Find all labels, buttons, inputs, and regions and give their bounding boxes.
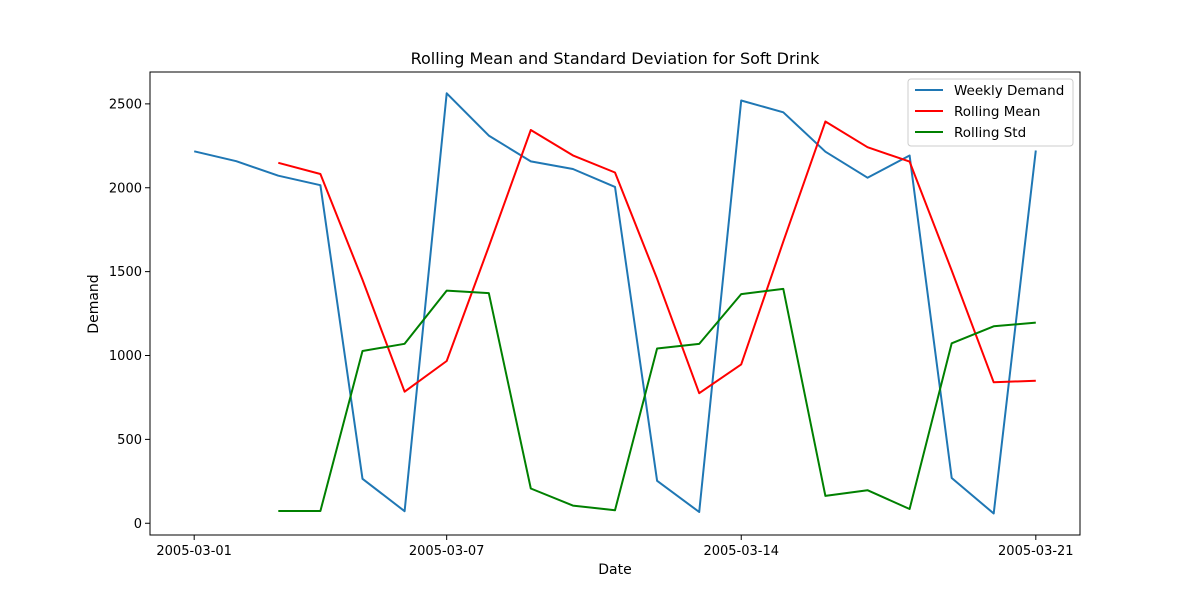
y-axis: 0 500 1000 1500 2000 2500 (109, 97, 150, 532)
legend-label: Rolling Std (954, 125, 1026, 141)
x-axis: 2005-03-01 2005-03-07 2005-03-14 2005-03-21 (156, 535, 1074, 559)
y-tick-label: 1000 (109, 349, 142, 364)
x-tick-label: 2005-03-07 (409, 544, 485, 559)
chart-title: Rolling Mean and Standard Deviation for … (411, 49, 820, 68)
x-tick-label: 2005-03-21 (998, 544, 1074, 559)
legend-box (907, 78, 1074, 147)
plot-area (150, 72, 1080, 535)
legend: Weekly Demand Rolling Mean Rolling Std (907, 78, 1074, 147)
y-axis-label: Demand (86, 274, 102, 333)
series-line-rolling-mean (278, 120, 1036, 395)
y-tick-label: 1500 (109, 265, 142, 280)
x-tick-label: 2005-03-01 (156, 544, 232, 559)
y-tick-label: 2000 (109, 181, 142, 196)
y-tick-label: 2500 (109, 97, 142, 112)
y-tick-label: 500 (117, 433, 142, 448)
plot-frame (149, 71, 1081, 536)
legend-label: Weekly Demand (954, 83, 1064, 99)
x-axis-label: Date (598, 562, 631, 578)
y-tick-label: 0 (134, 517, 142, 532)
x-tick-label: 2005-03-14 (703, 544, 779, 559)
series-line-weekly-demand (193, 92, 1037, 515)
legend-label: Rolling Mean (954, 104, 1040, 120)
series-layer (193, 92, 1037, 515)
series-line-rolling-std (278, 287, 1036, 512)
